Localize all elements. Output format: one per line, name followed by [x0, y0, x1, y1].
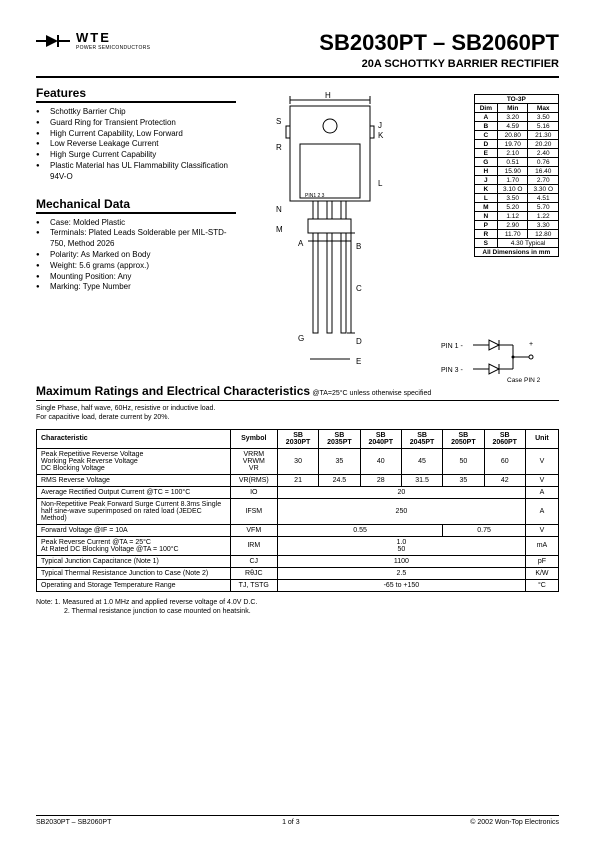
- svg-text:N: N: [276, 205, 282, 214]
- diode-logo-icon: [36, 33, 70, 49]
- mechanical-item: Marking: Type Number: [36, 282, 236, 293]
- svg-text:Case PIN 2: Case PIN 2: [507, 377, 541, 384]
- divider: [36, 76, 559, 78]
- max-heading: Maximum Ratings and Electrical Character…: [36, 384, 310, 398]
- left-column: Features Schottky Barrier ChipGuard Ring…: [36, 86, 236, 376]
- divider: [36, 400, 559, 401]
- svg-text:H: H: [325, 91, 331, 100]
- mechanical-item: Case: Molded Plastic: [36, 218, 236, 229]
- page-header: WTE POWER SEMICONDUCTORS SB2030PT – SB20…: [36, 30, 559, 70]
- note-line: For capacitive load, derate current by 2…: [36, 414, 559, 423]
- svg-text:E: E: [356, 357, 361, 366]
- svg-text:PIN 1 -: PIN 1 -: [441, 343, 463, 350]
- page-footer: SB2030PT – SB2060PT 1 of 3 © 2002 Won-To…: [36, 815, 559, 826]
- note-line: Note: 1. Measured at 1.0 MHz and applied…: [36, 598, 559, 607]
- svg-text:+: +: [529, 341, 533, 348]
- svg-text:D: D: [356, 337, 362, 346]
- part-number-title: SB2030PT – SB2060PT: [319, 30, 559, 56]
- mechanical-heading: Mechanical Data: [36, 197, 236, 214]
- package-outline-drawing: H S R J K L N M A B C G D E PIN1 2 3: [250, 86, 410, 376]
- right-column: H S R J K L N M A B C G D E PIN1 2 3 TO-…: [250, 86, 559, 376]
- dimension-table: TO-3PDimMinMaxA3.203.50B4.595.16C20.8021…: [474, 94, 559, 257]
- feature-item: Schottky Barrier Chip: [36, 107, 236, 118]
- svg-text:R: R: [276, 143, 282, 152]
- svg-text:S: S: [276, 117, 281, 126]
- pin-circuit-diagram: PIN 1 - PIN 3 - + Case PIN 2: [441, 336, 551, 386]
- title-block: SB2030PT – SB2060PT 20A SCHOTTKY BARRIER…: [319, 30, 559, 70]
- top-content: Features Schottky Barrier ChipGuard Ring…: [36, 86, 559, 376]
- feature-item: Plastic Material has UL Flammability Cla…: [36, 161, 236, 183]
- logo: WTE POWER SEMICONDUCTORS: [36, 30, 150, 51]
- feature-item: Low Reverse Leakage Current: [36, 139, 236, 150]
- feature-item: High Current Capability, Low Forward: [36, 129, 236, 140]
- footer-left: SB2030PT – SB2060PT: [36, 819, 111, 826]
- mechanical-item: Polarity: As Marked on Body: [36, 250, 236, 261]
- svg-text:K: K: [378, 131, 384, 140]
- svg-text:L: L: [378, 179, 383, 188]
- svg-text:PIN 3 -: PIN 3 -: [441, 367, 463, 374]
- mechanical-item: Mounting Position: Any: [36, 272, 236, 283]
- svg-text:C: C: [356, 284, 362, 293]
- subtitle: 20A SCHOTTKY BARRIER RECTIFIER: [319, 58, 559, 70]
- footer-right: © 2002 Won-Top Electronics: [470, 819, 559, 826]
- feature-item: High Surge Current Capability: [36, 150, 236, 161]
- max-ratings-section: Maximum Ratings and Electrical Character…: [36, 384, 559, 616]
- features-list: Schottky Barrier ChipGuard Ring for Tran…: [36, 107, 236, 183]
- svg-text:G: G: [298, 334, 304, 343]
- table-notes: Note: 1. Measured at 1.0 MHz and applied…: [36, 598, 559, 616]
- electrical-table: CharacteristicSymbolSB2030PTSB2035PTSB20…: [36, 429, 559, 592]
- feature-item: Guard Ring for Transient Protection: [36, 118, 236, 129]
- mechanical-list: Case: Molded PlasticTerminals: Plated Le…: [36, 218, 236, 294]
- svg-text:J: J: [378, 121, 382, 130]
- brand-name: WTE: [76, 30, 150, 45]
- max-conditions: @TA=25°C unless otherwise specified: [312, 390, 431, 397]
- svg-text:M: M: [276, 225, 283, 234]
- mechanical-item: Terminals: Plated Leads Solderable per M…: [36, 228, 236, 250]
- svg-text:A: A: [298, 239, 304, 248]
- features-heading: Features: [36, 86, 236, 103]
- max-notes: Single Phase, half wave, 60Hz, resistive…: [36, 405, 559, 423]
- svg-text:B: B: [356, 242, 361, 251]
- svg-text:PIN1 2 3: PIN1 2 3: [305, 193, 325, 199]
- brand-sub: POWER SEMICONDUCTORS: [76, 45, 150, 51]
- footer-mid: 1 of 3: [282, 819, 300, 826]
- mechanical-item: Weight: 5.6 grams (approx.): [36, 261, 236, 272]
- note-line: 2. Thermal resistance junction to case m…: [36, 607, 559, 616]
- note-line: Single Phase, half wave, 60Hz, resistive…: [36, 405, 559, 414]
